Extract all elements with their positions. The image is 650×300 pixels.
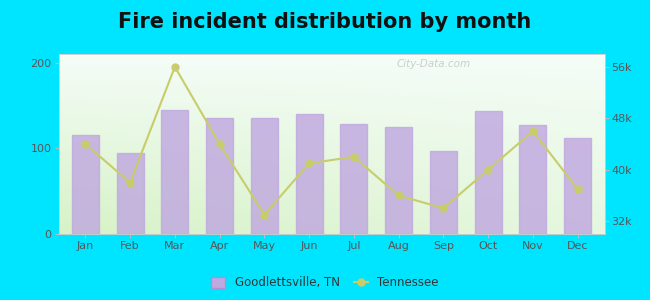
Bar: [519, 125, 546, 234]
Text: Fire incident distribution by month: Fire incident distribution by month: [118, 12, 532, 32]
Bar: [117, 153, 144, 234]
Text: City-Data.com: City-Data.com: [397, 59, 471, 69]
Bar: [564, 138, 591, 234]
Bar: [72, 135, 99, 234]
Bar: [430, 151, 457, 234]
Bar: [341, 124, 367, 234]
Bar: [474, 111, 502, 234]
Bar: [206, 118, 233, 234]
Bar: [251, 118, 278, 234]
Bar: [385, 127, 412, 234]
Legend: Goodlettsville, TN, Tennessee: Goodlettsville, TN, Tennessee: [206, 272, 444, 294]
Bar: [161, 110, 188, 234]
Bar: [296, 114, 322, 234]
